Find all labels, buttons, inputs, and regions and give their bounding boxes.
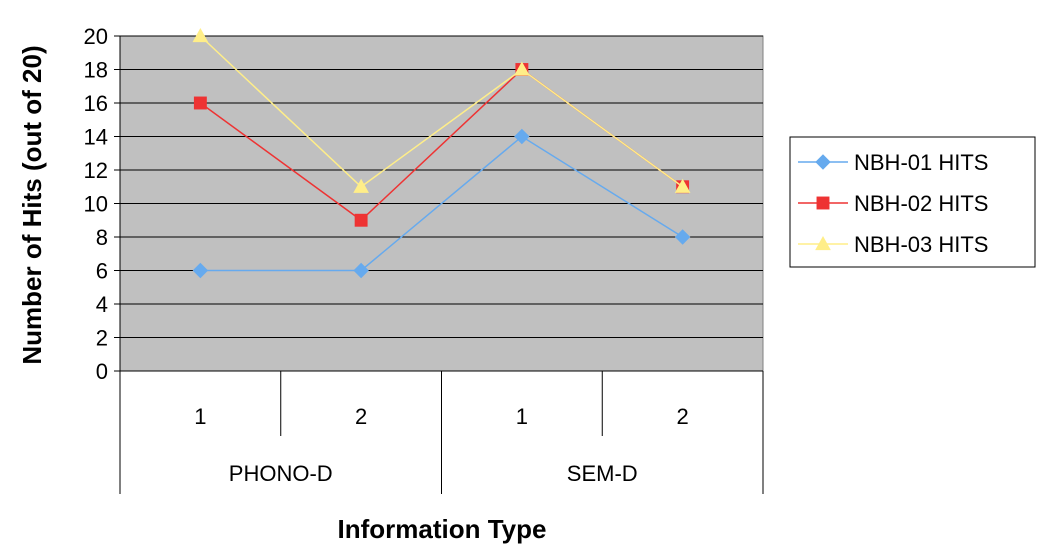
series-marker [815, 235, 831, 251]
legend-label: NBH-03 HITS [854, 232, 988, 257]
series-marker [353, 262, 369, 279]
y-tick-label: 20 [84, 24, 108, 49]
series-marker [353, 178, 369, 193]
y-tick-label: 14 [84, 125, 108, 150]
series-marker [514, 128, 530, 145]
y-tick-label: 4 [96, 292, 108, 317]
series-line [199, 35, 684, 188]
x-category-label: 2 [677, 404, 689, 429]
series-marker [816, 196, 830, 210]
legend-label: NBH-01 HITS [854, 150, 988, 175]
gridlines [120, 35, 763, 338]
series-line [200, 135, 684, 272]
series-marker [674, 178, 691, 193]
legend: NBH-01 HITS NBH-02 HITS NBH-03 HITS [789, 136, 1036, 268]
legend-box [789, 136, 1036, 268]
y-tick-label: 10 [84, 192, 108, 217]
y-axis: 0 2 4 6 8 10 12 14 16 18 20 [84, 24, 121, 384]
x-category-label: 2 [355, 404, 367, 429]
series-marker [815, 154, 831, 170]
y-tick-label: 0 [96, 359, 108, 384]
series-marker [193, 96, 207, 110]
series-marker [674, 229, 691, 245]
series-marker [354, 213, 368, 227]
x-axis-title: Information Type [338, 514, 547, 544]
legend-item: NBH-03 HITS [798, 232, 988, 257]
y-tick-label: 12 [84, 158, 108, 183]
series-layer [192, 27, 691, 279]
y-axis-title: Number of Hits (out of 20) [17, 45, 47, 364]
legend-item: NBH-02 HITS [798, 191, 988, 216]
x-axis: 1 2 1 2 PHONO-D SEM-D [119, 370, 764, 494]
x-group-label: PHONO-D [229, 461, 333, 486]
series-marker [192, 262, 209, 279]
series-marker [514, 61, 530, 76]
series-marker [192, 27, 209, 43]
y-tick-label: 8 [96, 225, 108, 250]
y-tick-label: 16 [84, 91, 108, 116]
legend-item: NBH-01 HITS [798, 150, 988, 175]
x-group-label: SEM-D [567, 461, 638, 486]
y-tick-label: 6 [96, 259, 108, 284]
x-category-label: 1 [194, 404, 206, 429]
series-nbh-03-hits [192, 27, 691, 193]
legend-label: NBH-02 HITS [854, 191, 988, 216]
y-tick-label: 18 [84, 58, 108, 83]
x-category-label: 1 [516, 404, 528, 429]
y-tick-label: 2 [96, 326, 108, 351]
series-nbh-01-hits [192, 128, 691, 279]
